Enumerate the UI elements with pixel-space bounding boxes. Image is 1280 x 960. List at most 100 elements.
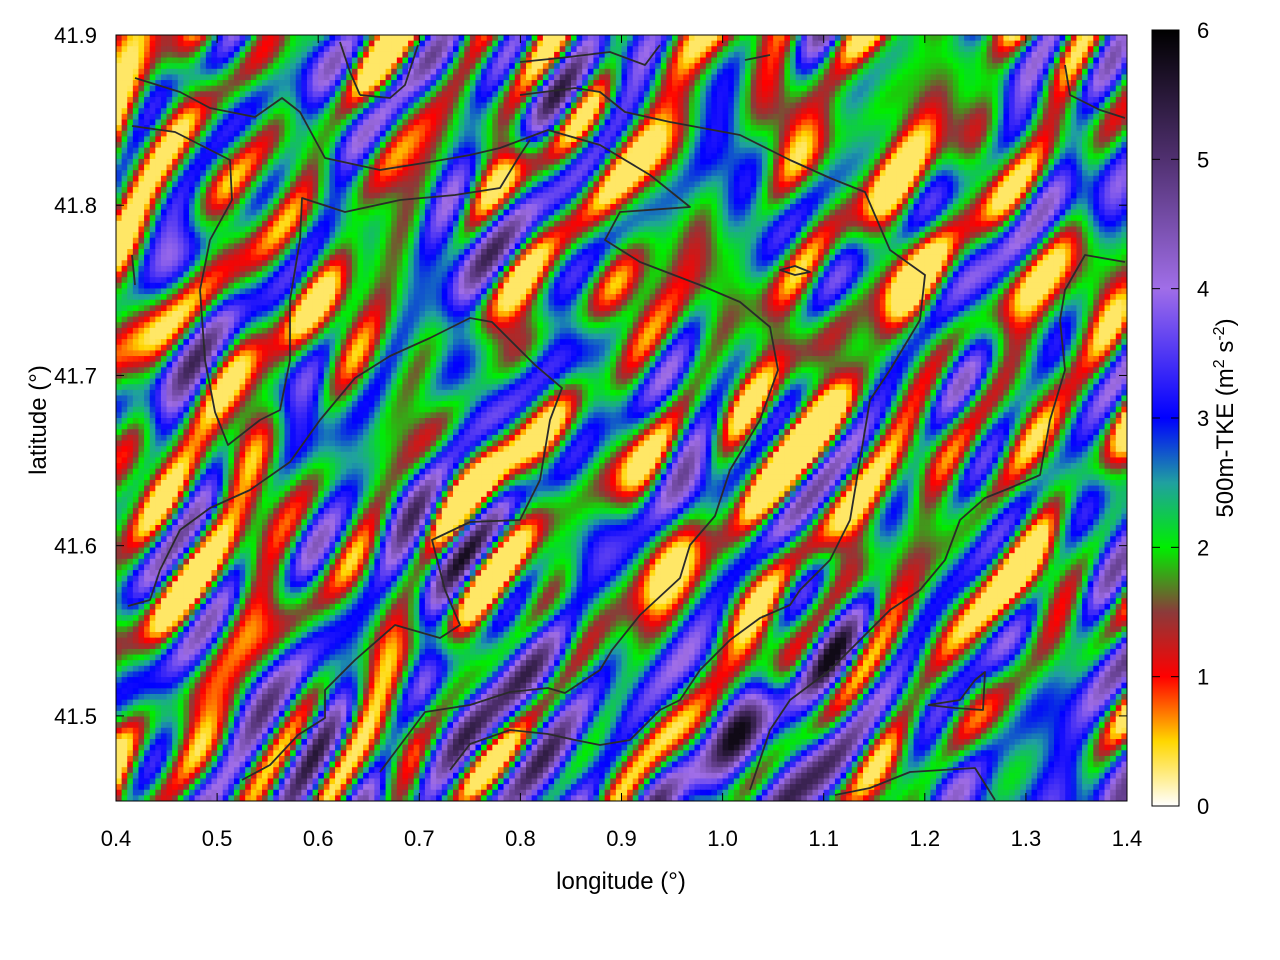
heatmap-cell <box>801 159 807 165</box>
heatmap-cell <box>897 52 903 58</box>
heatmap-cell <box>1088 86 1094 92</box>
heatmap-cell <box>161 80 167 86</box>
heatmap-cell <box>751 80 757 86</box>
heatmap-cell <box>324 108 330 114</box>
heatmap-cell <box>133 69 139 75</box>
heatmap-cell <box>318 41 324 47</box>
heatmap-cell <box>1026 165 1032 171</box>
heatmap-cell <box>150 170 156 176</box>
heatmap-cell <box>470 86 476 92</box>
heatmap-cell <box>155 52 161 58</box>
heatmap-cell <box>661 114 667 120</box>
heatmap-cell <box>256 91 262 97</box>
heatmap-cell <box>414 63 420 69</box>
heatmap-cell <box>442 41 448 47</box>
heatmap-cell <box>1043 63 1049 69</box>
heatmap-cell <box>880 80 886 86</box>
heatmap-cell <box>902 108 908 114</box>
heatmap-cell <box>689 148 695 154</box>
heatmap-cell <box>919 108 925 114</box>
heatmap-cell <box>380 52 386 58</box>
heatmap-cell <box>380 69 386 75</box>
heatmap-cell <box>812 125 818 131</box>
heatmap-cell <box>953 52 959 58</box>
heatmap-cell <box>689 52 695 58</box>
heatmap-cell <box>453 108 459 114</box>
heatmap-cell <box>818 80 824 86</box>
heatmap-cell <box>273 119 279 125</box>
heatmap-cell <box>622 69 628 75</box>
heatmap-cell <box>492 35 498 41</box>
heatmap-cell <box>183 103 189 109</box>
heatmap-cell <box>442 187 448 193</box>
heatmap-cell <box>419 142 425 148</box>
heatmap-cell <box>374 86 380 92</box>
heatmap-cell <box>998 159 1004 165</box>
heatmap-cell <box>1032 41 1038 47</box>
heatmap-cell <box>846 142 852 148</box>
heatmap-cell <box>897 91 903 97</box>
heatmap-cell <box>223 52 229 58</box>
heatmap-cell <box>268 58 274 64</box>
heatmap-cell <box>998 114 1004 120</box>
heatmap-cell <box>1015 97 1021 103</box>
heatmap-cell <box>1009 165 1015 171</box>
heatmap-cell <box>1065 165 1071 171</box>
heatmap-cell <box>313 74 319 80</box>
heatmap-cell <box>307 103 313 109</box>
heatmap-cell <box>251 142 257 148</box>
heatmap-cell <box>739 181 745 187</box>
heatmap-cell <box>245 58 251 64</box>
heatmap-cell <box>953 181 959 187</box>
heatmap-cell <box>706 170 712 176</box>
heatmap-cell <box>857 159 863 165</box>
heatmap-cell <box>251 131 257 137</box>
heatmap-cell <box>329 142 335 148</box>
heatmap-cell <box>936 46 942 52</box>
heatmap-cell <box>313 187 319 193</box>
heatmap-cell <box>526 165 532 171</box>
heatmap-cell <box>138 181 144 187</box>
heatmap-cell <box>616 136 622 142</box>
heatmap-cell <box>285 114 291 120</box>
heatmap-cell <box>397 58 403 64</box>
heatmap-cell <box>211 86 217 92</box>
heatmap-cell <box>919 52 925 58</box>
heatmap-cell <box>532 41 538 47</box>
heatmap-cell <box>554 35 560 41</box>
heatmap-cell <box>728 159 734 165</box>
heatmap-cell <box>285 148 291 154</box>
heatmap-cell <box>161 119 167 125</box>
heatmap-cell <box>919 165 925 171</box>
heatmap-cell <box>610 136 616 142</box>
heatmap-cell <box>650 159 656 165</box>
heatmap-cell <box>987 52 993 58</box>
heatmap-cell <box>627 41 633 47</box>
heatmap-cell <box>1093 69 1099 75</box>
heatmap-cell <box>790 187 796 193</box>
heatmap-cell <box>1116 131 1122 137</box>
heatmap-cell <box>475 136 481 142</box>
heatmap-cell <box>217 74 223 80</box>
heatmap-cell <box>1043 97 1049 103</box>
heatmap-cell <box>711 58 717 64</box>
heatmap-cell <box>756 187 762 193</box>
heatmap-cell <box>975 46 981 52</box>
heatmap-cell <box>863 91 869 97</box>
heatmap-cell <box>560 63 566 69</box>
heatmap-cell <box>874 91 880 97</box>
heatmap-cell <box>279 114 285 120</box>
heatmap-cell <box>863 46 869 52</box>
heatmap-cell <box>1020 86 1026 92</box>
heatmap-cell <box>857 142 863 148</box>
heatmap-cell <box>245 69 251 75</box>
heatmap-cell <box>734 52 740 58</box>
heatmap-cell <box>824 187 830 193</box>
heatmap-cell <box>537 97 543 103</box>
heatmap-cell <box>290 165 296 171</box>
heatmap-cell <box>857 91 863 97</box>
heatmap-cell <box>234 131 240 137</box>
heatmap-cell <box>1048 80 1054 86</box>
heatmap-cell <box>1110 41 1116 47</box>
heatmap-cell <box>633 119 639 125</box>
